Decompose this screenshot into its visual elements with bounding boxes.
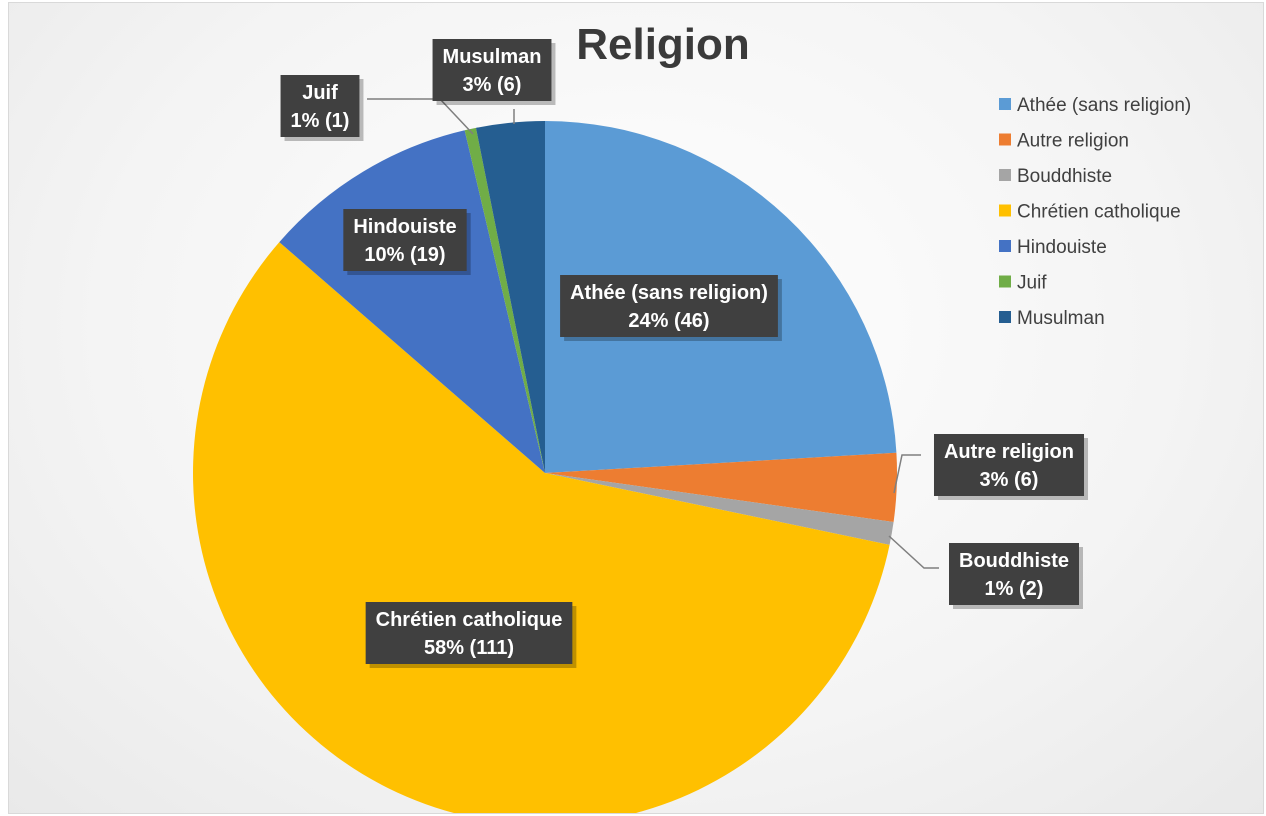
chart-area: Religion Athée (sans religion) 24% (46) Au… [8, 2, 1264, 814]
data-label-name: Autre religion [944, 441, 1074, 463]
legend-label: Chrétien catholique [1017, 202, 1181, 223]
data-label-juif: Juif 1% (1) [280, 75, 364, 141]
legend-swatch [999, 98, 1011, 110]
data-label-musulman: Musulman 3% (6) [432, 39, 556, 105]
legend-label: Bouddhiste [1017, 166, 1112, 187]
legend-label: Autre religion [1017, 131, 1129, 152]
pie-slice-autre-religion [545, 452, 898, 523]
legend: Athée (sans religion) Autre religion Boudd… [999, 95, 1191, 329]
data-label-value: 1% (1) [291, 110, 350, 132]
legend-item-athee-sans-religion: Athée (sans religion) [999, 95, 1191, 116]
data-label-box [365, 602, 573, 664]
pie-slices [193, 120, 898, 813]
pie-slice-bouddhiste [545, 473, 894, 545]
pie-slice-musulman [475, 120, 545, 473]
leader-line-bouddhiste [888, 535, 939, 569]
legend-label: Hindouiste [1017, 237, 1107, 258]
data-label-autre-religion: Autre religion 3% (6) [933, 434, 1089, 500]
legend-swatch [999, 311, 1011, 323]
data-label-value: 24% (46) [628, 310, 709, 332]
leader-line-autre-religion [893, 454, 921, 494]
data-label-value: 10% (19) [364, 244, 445, 266]
data-labels: Athée (sans religion) 24% (46) Autre relig… [280, 39, 1089, 668]
data-label-box [933, 434, 1085, 496]
data-label-value: 3% (6) [980, 469, 1039, 491]
data-label-box [432, 39, 552, 101]
legend-item-hindouiste: Hindouiste [999, 237, 1107, 258]
pie-chart: Religion Athée (sans religion) 24% (46) Au… [193, 20, 1191, 813]
data-label-name: Chrétien catholique [376, 609, 563, 631]
legend-label: Musulman [1017, 308, 1105, 329]
pie-slice-juif [464, 127, 545, 473]
data-label-name: Bouddhiste [959, 550, 1069, 572]
data-label-box [560, 275, 778, 337]
legend-item-juif: Juif [999, 273, 1047, 294]
legend-swatch [999, 240, 1011, 252]
legend-label: Juif [1017, 273, 1047, 294]
legend-swatch [999, 133, 1011, 146]
data-label-name: Hindouiste [353, 216, 456, 238]
data-label-value: 3% (6) [463, 74, 522, 96]
legend-swatch [999, 275, 1011, 288]
data-label-value: 58% (111) [424, 637, 514, 659]
legend-item-autre-religion: Autre religion [999, 131, 1129, 152]
data-label-hindouiste: Hindouiste 10% (19) [343, 209, 471, 275]
legend-item-bouddhiste: Bouddhiste [999, 166, 1112, 187]
data-label-box [949, 543, 1079, 605]
data-label-chretien-catholique: Chrétien catholique 58% (111) [365, 602, 577, 668]
legend-item-chretien-catholique: Chrétien catholique [999, 202, 1181, 223]
legend-item-musulman: Musulman [999, 308, 1105, 329]
pie-slice-chretien-catholique [193, 242, 890, 813]
data-label-box [280, 75, 360, 137]
data-label-athee-sans-religion: Athée (sans religion) 24% (46) [560, 275, 782, 341]
data-label-box [343, 209, 467, 271]
data-label-bouddhiste: Bouddhiste 1% (2) [949, 543, 1083, 609]
chart-title: Religion [576, 20, 750, 69]
data-label-name: Musulman [443, 46, 542, 68]
data-label-name: Juif [302, 82, 338, 104]
legend-swatch [999, 169, 1011, 181]
legend-swatch [999, 204, 1011, 217]
legend-label: Athée (sans religion) [1017, 95, 1191, 116]
data-label-value: 1% (2) [985, 578, 1044, 600]
data-label-name: Athée (sans religion) [570, 282, 768, 304]
